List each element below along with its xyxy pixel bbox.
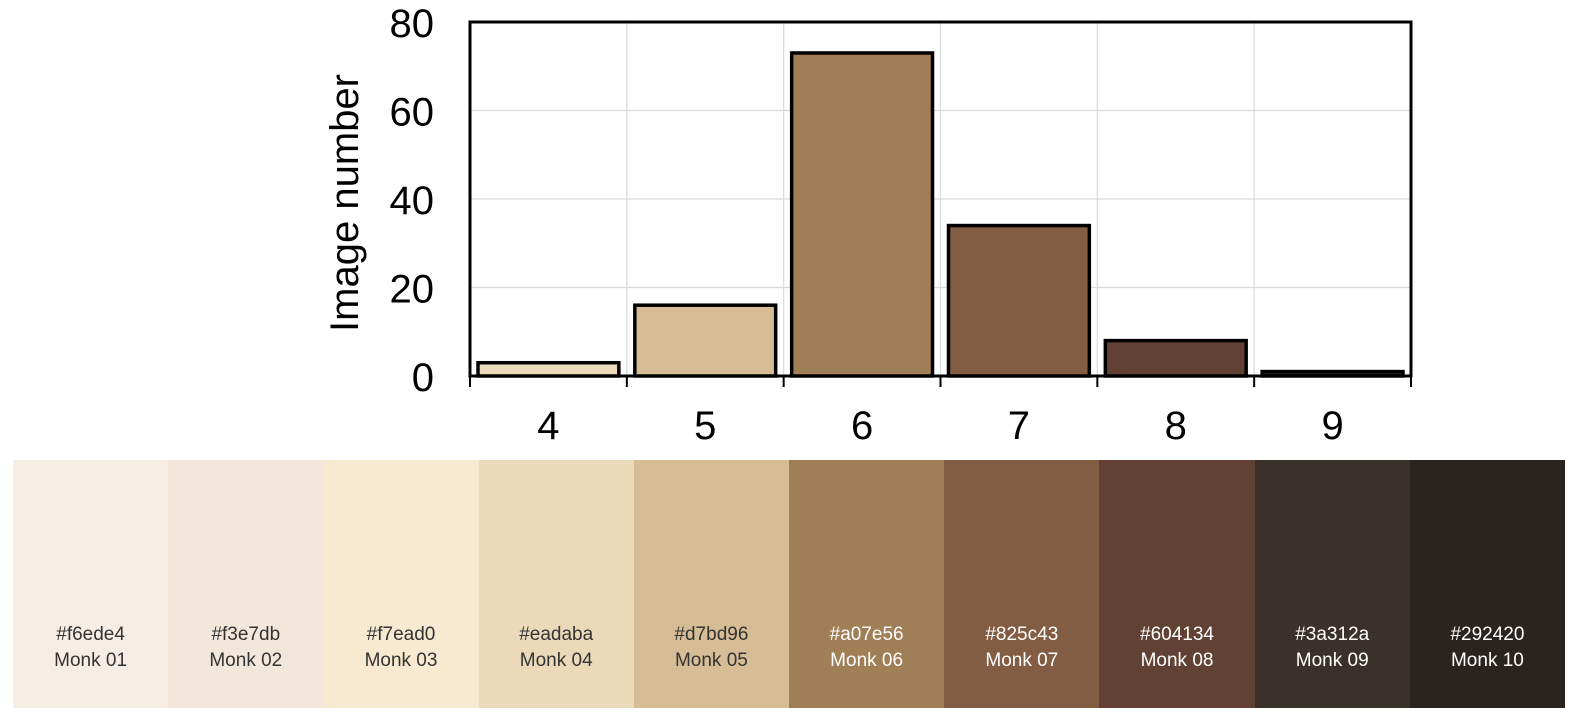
y-tick-label: 20 (390, 268, 435, 312)
swatch-name-label: Monk 03 (364, 650, 438, 671)
swatch-monk-8: #604134 Monk 08 (1099, 460, 1255, 708)
bars (476, 51, 1405, 378)
swatch-hex-label: #eadaba (519, 624, 594, 645)
tick-labels: 0 20 40 60 80 4 5 6 7 8 9 (390, 2, 1344, 448)
swatch-monk-1: #f6ede4 Monk 01 (13, 460, 169, 708)
x-tick-label: 5 (694, 404, 716, 448)
x-tick-label: 8 (1165, 404, 1187, 448)
y-tick-label: 60 (390, 91, 435, 135)
swatch-name-label: Monk 05 (674, 650, 748, 671)
swatch-name-label: Monk 09 (1295, 650, 1369, 671)
bar-6 (789, 51, 935, 378)
axes (468, 20, 1413, 387)
swatch-name-label: Monk 06 (830, 650, 904, 671)
swatch-hex-label: #3a312a (1295, 624, 1370, 645)
y-tick-label: 0 (412, 356, 434, 400)
swatch-monk-10: #292420 Monk 10 (1409, 460, 1566, 708)
y-axis-label: Image number (323, 74, 367, 332)
monk-skin-tone-palette: #f6ede4 Monk 01 #f3e7db Monk 02 #f7ead0 Monk … (13, 460, 1566, 708)
swatch-name-label: Monk 08 (1140, 650, 1214, 671)
grid-lines (470, 21, 1411, 377)
x-tick-label: 4 (537, 404, 559, 448)
x-tick-label: 7 (1008, 404, 1030, 448)
swatch-hex-label: #604134 (1140, 624, 1214, 645)
swatch-hex-label: #292420 (1450, 624, 1525, 645)
swatch-hex-label: #a07e56 (829, 624, 904, 645)
bar-5 (633, 303, 778, 378)
swatch-name-label: Monk 01 (54, 650, 128, 671)
swatch-monk-3: #f7ead0 Monk 03 (323, 460, 479, 708)
x-tick-label: 9 (1321, 404, 1343, 448)
bar-chart: 0 20 40 60 80 4 5 6 7 8 9 Image number (323, 2, 1413, 448)
swatch-monk-9: #3a312a Monk 09 (1254, 460, 1410, 708)
swatch-name-label: Monk 07 (985, 650, 1059, 671)
swatch-monk-2: #f3e7db Monk 02 (168, 460, 324, 708)
y-tick-label: 40 (390, 179, 435, 223)
swatch-hex-label: #f7ead0 (366, 624, 436, 645)
bar-4 (476, 360, 621, 378)
swatch-hex-label: #f6ede4 (56, 624, 125, 645)
swatch-hex-label: #825c43 (985, 624, 1059, 645)
bar-8 (1103, 338, 1248, 378)
y-tick-label: 80 (390, 2, 435, 46)
swatch-name-label: Monk 04 (519, 650, 593, 671)
x-tick-label: 6 (851, 404, 873, 448)
swatch-monk-7: #825c43 Monk 07 (944, 460, 1100, 708)
bar-7 (946, 223, 1092, 378)
swatch-hex-label: #d7bd96 (674, 624, 749, 645)
swatch-monk-6: #a07e56 Monk 06 (789, 460, 945, 708)
swatch-hex-label: #f3e7db (211, 624, 281, 645)
swatch-name-label: Monk 10 (1450, 650, 1524, 671)
swatch-monk-4: #eadaba Monk 04 (478, 460, 634, 708)
swatch-name-label: Monk 02 (209, 650, 283, 671)
swatch-monk-5: #d7bd96 Monk 05 (633, 460, 790, 708)
